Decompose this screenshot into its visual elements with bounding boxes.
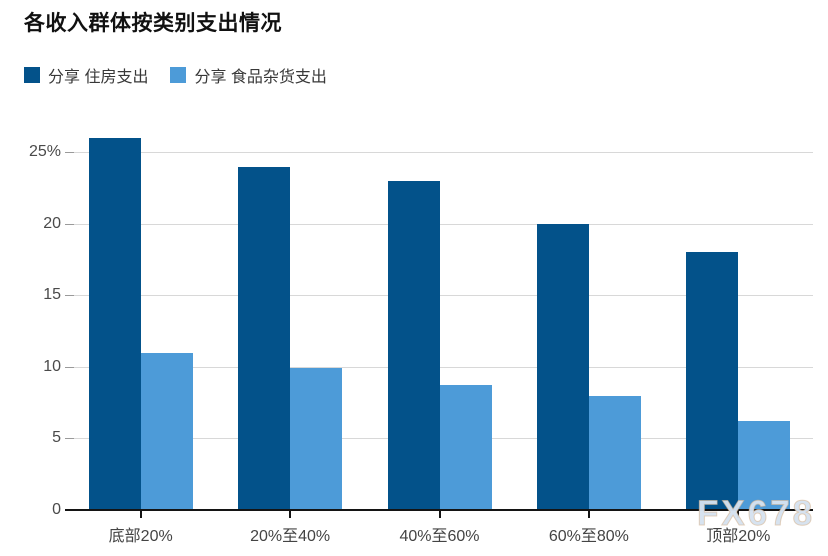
- bar-housing-1: [238, 166, 291, 510]
- x-axis-tick-0: [139, 510, 142, 518]
- y-axis-label-20: 20: [43, 214, 61, 232]
- bar-groceries-1: [290, 368, 343, 510]
- y-axis-tick-25: [65, 152, 74, 154]
- legend-item-housing: 分享 住房支出: [24, 63, 148, 87]
- x-axis-tick-1: [289, 510, 292, 518]
- x-axis-tick-3: [587, 510, 590, 518]
- bar-housing-0: [88, 137, 141, 510]
- y-axis-tick-20: [65, 223, 74, 225]
- gridline-15: [66, 295, 813, 297]
- gridline-10: [66, 366, 813, 368]
- gridline-20: [66, 223, 813, 225]
- y-axis-tick-10: [65, 366, 74, 368]
- legend: 分享 住房支出 分享 食品杂货支出: [24, 63, 327, 87]
- bar-groceries-3: [588, 395, 641, 510]
- bar-housing-2: [387, 180, 440, 510]
- bar-groceries-0: [140, 352, 193, 510]
- x-axis-label-0: 底部20%: [108, 528, 173, 545]
- bar-groceries-2: [439, 385, 492, 510]
- y-axis-tick-5: [65, 438, 74, 440]
- watermark: FX678: [696, 494, 816, 534]
- x-axis-line: [65, 509, 813, 511]
- y-axis-label-0: 0: [52, 501, 61, 518]
- bar-housing-4: [686, 252, 739, 510]
- y-axis-label-10: 10: [43, 357, 61, 375]
- x-axis-label-2: 40%至60%: [399, 528, 480, 545]
- y-axis-tick-15: [65, 295, 74, 297]
- x-axis-label-1: 20%至40%: [250, 528, 331, 545]
- chart-title: 各收入群体按类别支出情况: [24, 12, 282, 35]
- y-axis-label-5: 5: [52, 429, 61, 447]
- x-axis-label-4: 顶部20%: [706, 528, 771, 545]
- x-axis-tick-2: [438, 510, 441, 518]
- bar-groceries-4: [738, 421, 791, 510]
- x-axis-tick-4: [737, 510, 740, 518]
- y-axis-label-25: 25%: [28, 143, 61, 161]
- legend-label-housing: 分享 住房支出: [48, 69, 149, 86]
- gridline-25: [66, 152, 813, 154]
- legend-item-groceries: 分享 食品杂货支出: [170, 63, 327, 87]
- housing-swatch-icon: [24, 67, 40, 83]
- x-axis-label-3: 60%至80%: [548, 528, 629, 545]
- y-axis-label-15: 15: [43, 286, 61, 304]
- bar-housing-3: [536, 223, 589, 510]
- legend-label-groceries: 分享 食品杂货支出: [194, 69, 327, 86]
- groceries-swatch-icon: [170, 67, 187, 83]
